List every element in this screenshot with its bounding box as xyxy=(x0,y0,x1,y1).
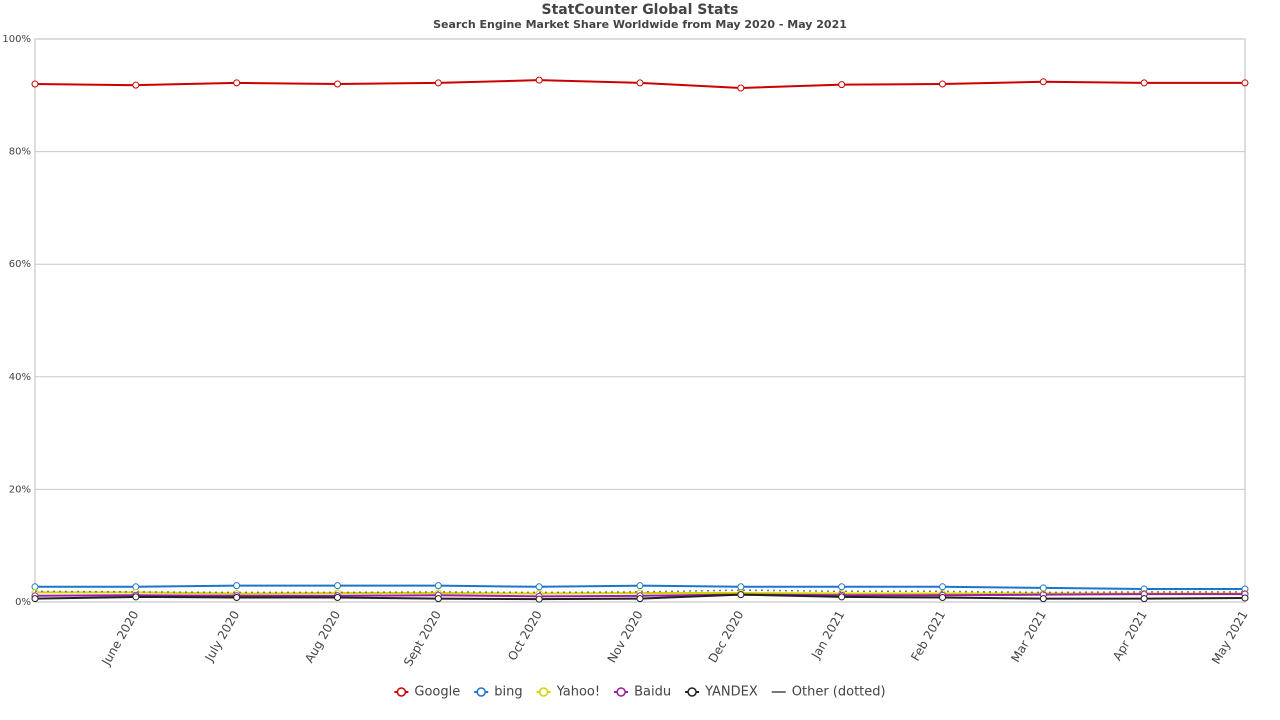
data-point xyxy=(535,583,543,591)
x-tick-label: Nov 2020 xyxy=(605,608,646,665)
series-line xyxy=(34,589,1245,594)
x-tick-label: June 2020 xyxy=(99,608,142,668)
data-point xyxy=(132,593,140,601)
x-tick-label: Sept 2020 xyxy=(401,608,444,668)
data-point xyxy=(636,79,644,87)
data-point xyxy=(1241,594,1249,602)
data-point xyxy=(434,79,442,87)
data-point xyxy=(737,583,745,591)
legend-item[interactable]: Other (dotted) xyxy=(771,685,886,700)
data-point xyxy=(334,80,341,88)
data-point xyxy=(31,595,39,603)
x-tick-label: Aug 2020 xyxy=(302,608,343,665)
legend-marker xyxy=(538,687,549,697)
data-point xyxy=(434,582,442,590)
data-point xyxy=(939,583,946,591)
data-point xyxy=(838,81,846,89)
x-tick-label: Jan 2021 xyxy=(808,608,847,662)
data-point xyxy=(737,84,745,92)
chart-title: StatCounter Global Stats xyxy=(541,2,738,18)
legend-label: Baidu xyxy=(634,685,671,700)
y-tick-label: 20% xyxy=(9,484,31,495)
data-point xyxy=(636,595,644,603)
legend-label: Other (dotted) xyxy=(792,685,886,700)
data-point xyxy=(334,593,341,601)
legend-marker xyxy=(396,687,407,697)
data-point xyxy=(939,593,946,601)
y-tick-label: 60% xyxy=(9,259,31,270)
legend-marker xyxy=(476,687,486,697)
x-tick-label: May 2021 xyxy=(1209,608,1251,666)
data-point xyxy=(31,583,39,591)
x-tick-label: July 2020 xyxy=(202,608,243,664)
data-point xyxy=(233,593,241,601)
data-point xyxy=(1039,584,1047,592)
data-point xyxy=(31,80,39,88)
x-tick-label: Dec 2020 xyxy=(706,608,747,665)
legend-item[interactable]: Yahoo! xyxy=(536,685,600,700)
chart-subtitle: Search Engine Market Share Worldwide fro… xyxy=(433,18,847,31)
legend-label: Yahoo! xyxy=(556,685,600,700)
data-point xyxy=(939,80,946,88)
data-point xyxy=(535,595,543,603)
data-point xyxy=(737,591,745,599)
legend-item[interactable]: Google xyxy=(394,685,460,700)
data-point xyxy=(838,583,846,591)
y-tick-label: 80% xyxy=(9,147,31,158)
data-point xyxy=(1140,79,1148,87)
data-point xyxy=(535,76,543,84)
plot-frame xyxy=(34,38,1246,603)
data-point xyxy=(132,583,140,591)
x-tick-label: Mar 2021 xyxy=(1008,608,1049,664)
legend-label: Google xyxy=(414,685,460,700)
data-point xyxy=(334,582,341,590)
legend: Google bing Yahoo! Baidu YANDEX Other (dotted… xyxy=(394,685,886,700)
data-point xyxy=(1140,595,1148,603)
legend-item[interactable]: bing xyxy=(474,685,523,700)
data-point xyxy=(1241,79,1249,87)
legend-label: YANDEX xyxy=(704,685,758,700)
y-tick-label: 40% xyxy=(9,372,31,383)
data-point xyxy=(233,79,241,87)
data-point xyxy=(1039,78,1047,86)
data-point xyxy=(838,593,846,601)
data-point xyxy=(1039,595,1047,603)
data-point xyxy=(132,81,140,89)
data-point xyxy=(434,595,442,603)
x-tick-label: Feb 2021 xyxy=(908,608,948,663)
legend-marker xyxy=(687,687,697,697)
data-point xyxy=(233,582,241,590)
y-tick-label: 100% xyxy=(2,34,31,45)
y-tick-label: 0% xyxy=(15,597,31,608)
x-tick-label: Oct 2020 xyxy=(505,608,545,663)
legend-marker xyxy=(616,687,626,697)
legend-item[interactable]: YANDEX xyxy=(685,685,758,700)
x-tick-label: Apr 2021 xyxy=(1110,608,1150,663)
legend-label: bing xyxy=(494,685,522,700)
legend-item[interactable]: Baidu xyxy=(614,685,671,700)
data-point xyxy=(636,582,644,590)
